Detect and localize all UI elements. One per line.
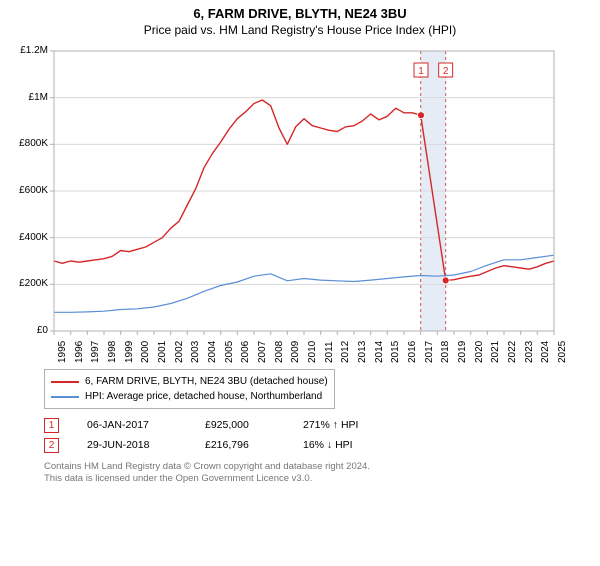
x-tick-label: 2019 (457, 341, 468, 363)
annotation-pct: 16% ↓ HPI (303, 439, 403, 451)
y-tick-label: £1M (8, 92, 48, 103)
x-tick-label: 2011 (324, 341, 335, 363)
y-tick-label: £200K (8, 278, 48, 289)
annotation-date: 06-JAN-2017 (87, 419, 177, 431)
x-tick-label: 2022 (507, 341, 518, 363)
chart-area: 12 £0£200K£400K£600K£800K£1M£1.2M1995199… (8, 43, 588, 363)
x-tick-label: 2020 (474, 341, 485, 363)
y-tick-label: £0 (8, 325, 48, 336)
annotation-badge: 1 (44, 418, 59, 433)
annotation-date: 29-JUN-2018 (87, 439, 177, 451)
x-tick-label: 2007 (257, 341, 268, 363)
legend-swatch (51, 381, 79, 383)
data-marker (418, 112, 425, 119)
x-tick-label: 2006 (240, 341, 251, 363)
legend-label: 6, FARM DRIVE, BLYTH, NE24 3BU (detached… (85, 374, 328, 389)
footer-attribution: Contains HM Land Registry data © Crown c… (44, 461, 588, 486)
x-tick-label: 2025 (557, 341, 568, 363)
x-tick-label: 2000 (140, 341, 151, 363)
y-tick-label: £600K (8, 185, 48, 196)
x-tick-label: 1998 (107, 341, 118, 363)
x-tick-label: 2009 (290, 341, 301, 363)
x-tick-label: 2016 (407, 341, 418, 363)
legend: 6, FARM DRIVE, BLYTH, NE24 3BU (detached… (44, 369, 335, 409)
x-tick-label: 2024 (540, 341, 551, 363)
annotation-price: £216,796 (205, 439, 275, 451)
x-tick-label: 2017 (424, 341, 435, 363)
x-tick-label: 2010 (307, 341, 318, 363)
x-tick-label: 2005 (224, 341, 235, 363)
x-tick-label: 2015 (390, 341, 401, 363)
x-tick-label: 2003 (190, 341, 201, 363)
x-tick-label: 2001 (157, 341, 168, 363)
footer-line-1: Contains HM Land Registry data © Crown c… (44, 461, 588, 473)
x-tick-label: 2018 (440, 341, 451, 363)
x-tick-label: 2021 (490, 341, 501, 363)
y-tick-label: £800K (8, 138, 48, 149)
line-chart-svg: 12 (8, 43, 568, 363)
legend-swatch (51, 396, 79, 398)
annotation-row: 1 06-JAN-2017 £925,000 271% ↑ HPI (44, 415, 588, 435)
chart-title: 6, FARM DRIVE, BLYTH, NE24 3BU (0, 6, 600, 21)
annotation-pct: 271% ↑ HPI (303, 419, 403, 431)
x-tick-label: 1997 (90, 341, 101, 363)
x-tick-label: 2014 (374, 341, 385, 363)
annotation-table: 1 06-JAN-2017 £925,000 271% ↑ HPI 2 29-JUN-20… (44, 415, 588, 455)
x-tick-label: 2008 (274, 341, 285, 363)
pin-2-label: 2 (443, 66, 449, 77)
chart-subtitle: Price paid vs. HM Land Registry's House … (0, 23, 600, 37)
annotation-price: £925,000 (205, 419, 275, 431)
y-tick-label: £400K (8, 232, 48, 243)
x-tick-label: 1999 (124, 341, 135, 363)
x-tick-label: 2012 (340, 341, 351, 363)
x-tick-label: 2002 (174, 341, 185, 363)
y-tick-label: £1.2M (8, 45, 48, 56)
legend-label: HPI: Average price, detached house, Nort… (85, 389, 322, 404)
annotation-badge: 2 (44, 438, 59, 453)
footer-line-2: This data is licensed under the Open Gov… (44, 473, 588, 485)
pin-1-label: 1 (418, 66, 424, 77)
annotation-row: 2 29-JUN-2018 £216,796 16% ↓ HPI (44, 435, 588, 455)
x-tick-label: 1996 (74, 341, 85, 363)
x-tick-label: 2013 (357, 341, 368, 363)
x-tick-label: 2023 (524, 341, 535, 363)
x-tick-label: 1995 (57, 341, 68, 363)
legend-item: 6, FARM DRIVE, BLYTH, NE24 3BU (detached… (51, 374, 328, 389)
legend-item: HPI: Average price, detached house, Nort… (51, 389, 328, 404)
x-tick-label: 2004 (207, 341, 218, 363)
data-marker (442, 277, 449, 284)
